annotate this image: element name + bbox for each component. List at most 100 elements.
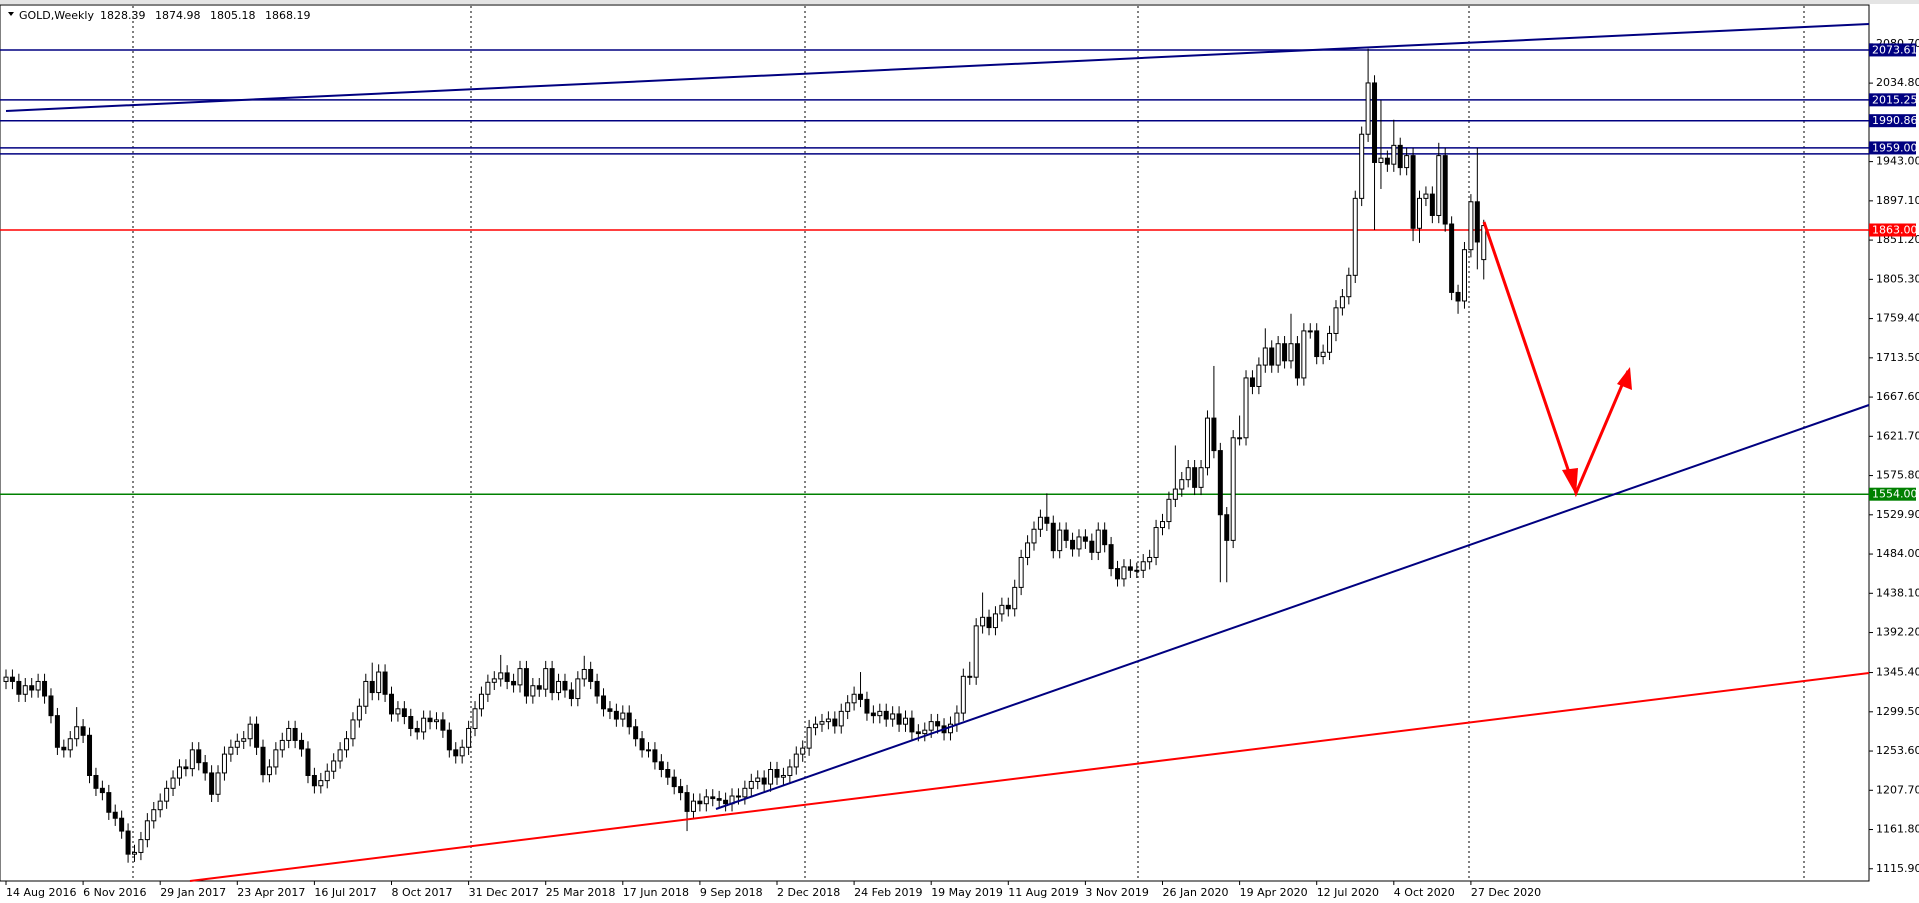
candle-body	[626, 712, 632, 728]
candle-body	[838, 710, 844, 727]
candle-body	[1166, 498, 1172, 523]
y-tick-label: 1392.20	[1876, 626, 1919, 639]
candle-body	[1442, 155, 1448, 225]
trendline	[5, 23, 1870, 112]
y-tick-label: 1438.10	[1876, 586, 1919, 599]
level-label: 2015.25	[1872, 93, 1918, 106]
candle-body	[870, 712, 876, 717]
candle-body	[176, 766, 182, 779]
candle-body	[491, 678, 497, 683]
candle-body	[832, 718, 838, 727]
candle-body	[1198, 467, 1204, 488]
candle-body	[1044, 516, 1050, 524]
candle-body	[1050, 522, 1056, 552]
candle-body	[1333, 307, 1339, 334]
x-tick-label: 29 Jan 2017	[160, 886, 226, 899]
candle-body	[858, 693, 864, 700]
candle-body	[144, 820, 150, 841]
candle-body	[318, 780, 324, 787]
candle-body	[485, 681, 491, 695]
x-tick-label: 23 Apr 2017	[237, 886, 305, 899]
candle-body	[427, 717, 433, 723]
candle-body	[710, 796, 716, 800]
candle-body	[1262, 347, 1268, 366]
candle-body	[1224, 514, 1230, 541]
candle-body	[305, 748, 311, 776]
candle-body	[960, 675, 966, 714]
candle-body	[690, 800, 696, 812]
candle-body	[1012, 586, 1018, 610]
candle-body	[845, 702, 851, 712]
x-tick-label: 6 Nov 2016	[83, 886, 146, 899]
y-tick-label: 1161.80	[1876, 823, 1919, 836]
candle-body	[157, 800, 163, 811]
candle-body	[254, 723, 260, 748]
candle-body	[209, 772, 215, 795]
candle-body	[633, 726, 639, 740]
y-tick-label: 1299.50	[1876, 705, 1919, 718]
candle-body	[228, 746, 234, 755]
candle-body	[1282, 343, 1288, 362]
candle-body	[414, 727, 420, 733]
candle-body	[915, 731, 921, 735]
candle-body	[247, 723, 253, 740]
candle-body	[1037, 516, 1043, 530]
candle-body	[472, 708, 478, 729]
candle-body	[1461, 249, 1467, 302]
candle-body	[1397, 144, 1403, 169]
x-tick-label: 19 May 2019	[931, 886, 1003, 899]
candle-body	[170, 777, 176, 789]
y-tick-label: 1759.40	[1876, 312, 1919, 325]
candle-body	[1288, 343, 1294, 362]
candle-body	[87, 734, 93, 776]
candle-body	[723, 799, 729, 805]
candle-body	[1429, 193, 1435, 216]
candle-body	[780, 774, 786, 778]
candle-body	[1115, 568, 1121, 580]
candle-body	[1204, 417, 1210, 469]
candle-body	[543, 668, 549, 690]
y-tick-label: 1115.90	[1876, 862, 1919, 875]
candle-body	[221, 753, 227, 774]
candle-body	[716, 798, 722, 801]
candle-body	[646, 749, 651, 752]
candle-body	[1307, 330, 1313, 333]
x-tick-label: 9 Sep 2018	[700, 886, 763, 899]
candle-body	[421, 717, 427, 733]
candle-body	[337, 749, 343, 762]
tab-strip	[0, 0, 1919, 4]
candle-body	[1359, 133, 1365, 199]
candle-body	[1417, 197, 1422, 229]
candle-body	[1384, 157, 1390, 165]
trendline	[189, 672, 1870, 882]
candle-body	[29, 685, 35, 691]
candle-body	[1410, 155, 1416, 229]
candle-body	[440, 719, 446, 731]
candle-body	[1346, 274, 1352, 298]
candle-body	[1423, 193, 1429, 199]
candle-body	[774, 769, 780, 778]
candle-body	[652, 749, 658, 763]
candle-body	[369, 680, 375, 694]
candle-body	[1070, 539, 1076, 550]
candle-body	[1063, 529, 1069, 541]
y-tick-label: 1484.00	[1876, 547, 1919, 560]
y-tick-label: 1805.30	[1876, 272, 1919, 285]
candle-body	[1352, 197, 1358, 276]
level-label-box	[1869, 43, 1916, 57]
candle-body	[1314, 330, 1320, 358]
candle-body	[671, 776, 677, 788]
candle-body	[164, 787, 170, 802]
x-tick-label: 19 Apr 2020	[1240, 886, 1308, 899]
candle-body	[1018, 556, 1024, 588]
candle-body	[1160, 521, 1165, 529]
candle-body	[466, 727, 472, 748]
candle-body	[1089, 540, 1095, 553]
candle-body	[909, 717, 915, 733]
candle-body	[556, 680, 562, 694]
candle-body	[279, 739, 285, 751]
levels	[0, 49, 1869, 495]
candle-body	[356, 705, 362, 721]
candle-body	[9, 676, 15, 682]
y-axis: 2080.702034.801943.001897.101851.201805.…	[1869, 37, 1919, 875]
